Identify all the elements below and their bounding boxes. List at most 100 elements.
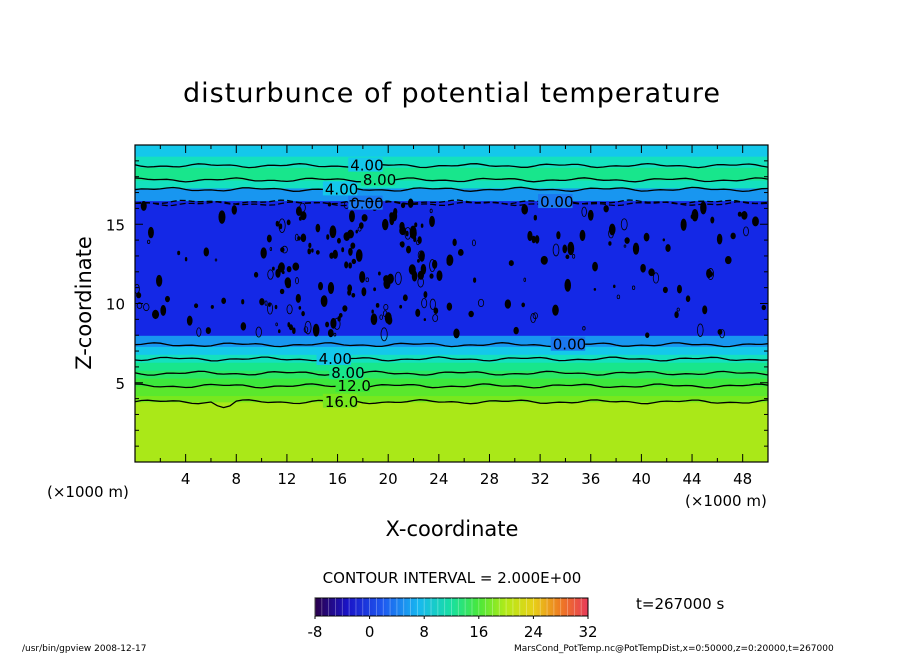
noise-dot [371, 309, 374, 314]
noise-dot [411, 270, 418, 282]
noise-dot [383, 278, 391, 290]
noise-dot [286, 265, 292, 273]
noise-dot [527, 230, 533, 242]
y-tick-label: 5 [115, 375, 125, 393]
x-tick-label: 28 [480, 470, 499, 488]
noise-dot [341, 247, 345, 253]
noise-dot [307, 248, 312, 255]
noise-dot [184, 257, 188, 262]
contour-label: 8.00 [331, 364, 364, 382]
noise-dot [429, 215, 435, 227]
noise-dot [325, 321, 330, 328]
noise-dot [652, 272, 660, 284]
noise-dot [378, 271, 381, 276]
contour-label-bg [348, 157, 383, 172]
noise-dot [379, 314, 384, 320]
noise-dot [391, 211, 398, 222]
noise-dot [383, 304, 389, 311]
noise-dot [761, 304, 767, 311]
noise-dot [370, 313, 378, 326]
noise-dot [665, 244, 671, 252]
noise-dot [564, 278, 572, 292]
noise-dot [513, 326, 519, 335]
contour-line [135, 370, 768, 376]
noise-dot [351, 292, 356, 298]
y-axis-ticks: 5 10 15 [106, 160, 768, 447]
y-axis-label: Z-coordinate [72, 236, 96, 370]
noise-dot [741, 211, 748, 220]
noise-dot [521, 204, 529, 215]
noise-dot [567, 241, 575, 256]
noise-dot [399, 304, 403, 309]
noise-dot [433, 307, 439, 315]
noise-dot [357, 226, 362, 232]
noise-dot [329, 225, 337, 239]
noise-dot [710, 216, 715, 224]
noise-dot [429, 273, 434, 279]
noise-dot [592, 261, 598, 272]
colorbar-tick-label: 0 [365, 623, 375, 641]
x-unit-label-right: (×1000 m) [685, 492, 767, 510]
noise-dot [521, 302, 526, 308]
noise-dot [342, 305, 348, 312]
contour-line [135, 383, 768, 389]
noise-dot [267, 302, 273, 315]
heatmap-band [135, 346, 768, 355]
noise-dot [351, 258, 357, 265]
x-unit-label-left: (×1000 m) [47, 483, 129, 501]
contour-line [135, 177, 768, 183]
noise-dot [255, 326, 262, 338]
noise-dot [267, 269, 274, 280]
noise-dot [680, 218, 687, 231]
x-tick-label: 12 [277, 470, 296, 488]
noise-dot [582, 326, 586, 331]
noise-dot [533, 214, 537, 221]
noise-dot [327, 328, 334, 338]
x-tick-label: 24 [429, 470, 448, 488]
noise-dot [275, 220, 280, 227]
noise-dot [259, 298, 265, 306]
noise-dot [624, 237, 630, 244]
noise-dot [429, 208, 433, 214]
contour-label: 4.00 [325, 180, 358, 198]
noise-dot [333, 317, 341, 330]
noise-dot [279, 223, 283, 230]
colorbar-ticks: -8 0 8 16 24 32 [308, 616, 598, 641]
noise-dot [446, 302, 453, 311]
heatmap-band [135, 385, 768, 397]
noise-dot [264, 300, 268, 306]
contour-label-bg [316, 350, 351, 365]
contour-label: 12.0 [338, 377, 371, 395]
heatmap-band [135, 370, 768, 379]
contour-label-bg [335, 377, 370, 392]
noise-dot [662, 286, 668, 294]
noise-dot [231, 205, 237, 215]
noise-dot [446, 258, 453, 266]
noise-dot [620, 218, 628, 231]
noise-dot [457, 249, 464, 256]
x-axis-label: X-coordinate [386, 517, 519, 541]
noise-dot [717, 329, 723, 335]
heatmap-band [135, 167, 768, 181]
heatmap-band [135, 145, 768, 157]
noise-dot [152, 309, 160, 320]
noise-dot [274, 304, 278, 310]
contour-line [135, 162, 768, 169]
noise-dot [556, 231, 561, 240]
contour-line [135, 199, 768, 205]
noise-dot [312, 323, 320, 337]
noise-dot [608, 223, 616, 236]
noise-dot [203, 247, 210, 257]
noise-dot [603, 205, 609, 213]
noise-dot [406, 245, 412, 254]
noise-dot [685, 295, 691, 303]
noise-dot [724, 256, 732, 265]
contour-label: 8.00 [363, 171, 396, 189]
noise-dot [565, 254, 570, 260]
noise-dot [579, 229, 586, 241]
noise-dot [177, 250, 181, 256]
noise-dot [429, 298, 436, 310]
noise-dot [194, 303, 199, 309]
noise-dot [326, 234, 330, 240]
footer-left: /usr/bin/gpview 2008-12-17 [22, 644, 146, 654]
